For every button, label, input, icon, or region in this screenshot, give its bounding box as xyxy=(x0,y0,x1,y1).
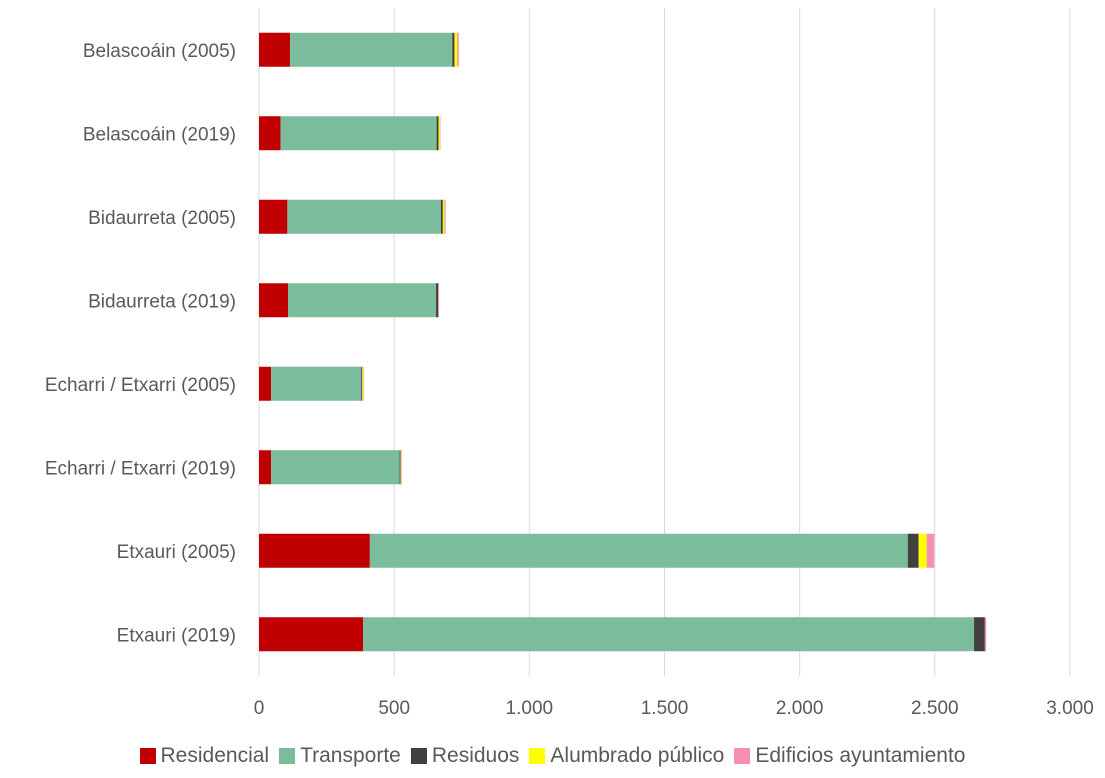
category-label: Etxauri (2005) xyxy=(117,542,236,563)
bar-segment-transporte xyxy=(290,32,453,67)
legend-swatch xyxy=(734,748,751,764)
bar-segment-residuos xyxy=(907,533,919,568)
legend: Residencial Transporte Residuos Alumbrado p… xyxy=(0,744,1105,768)
bar-segment-transporte xyxy=(369,533,908,568)
bar-segment-alumbrado-p-blico xyxy=(362,366,364,401)
x-tick-label: 0 xyxy=(254,698,265,719)
legend-swatch xyxy=(139,748,156,764)
x-tick-label: 2.500 xyxy=(911,698,959,719)
bars xyxy=(259,32,987,652)
bar-segment-residencial xyxy=(259,116,281,151)
bar-segment-edificios-ayuntamiento xyxy=(444,199,446,234)
bar-segment-residuos xyxy=(440,199,443,234)
bar-segment-transporte xyxy=(271,450,400,485)
x-tick-label: 3.000 xyxy=(1046,698,1094,719)
bar-segment-residencial xyxy=(259,32,291,67)
legend-label: Transporte xyxy=(300,744,401,767)
bar-segment-edificios-ayuntamiento xyxy=(401,450,402,485)
bar-segment-transporte xyxy=(288,283,437,318)
bar-segment-residencial xyxy=(259,199,288,234)
category-label: Echarri / Etxarri (2019) xyxy=(45,458,236,479)
bar-segment-transporte xyxy=(363,617,975,652)
gridlines xyxy=(258,8,1071,676)
bar-segment-transporte xyxy=(271,366,362,401)
category-label: Echarri / Etxarri (2005) xyxy=(45,375,236,396)
legend-label: Alumbrado público xyxy=(550,744,725,767)
legend-swatch xyxy=(410,748,427,764)
legend-label: Edificios ayuntamiento xyxy=(755,744,966,767)
legend-swatch xyxy=(279,748,296,764)
bar-segment-edificios-ayuntamiento xyxy=(926,533,935,568)
bar-segment-residencial xyxy=(259,617,364,652)
legend-item: Alumbrado público xyxy=(529,744,724,768)
bar-segment-alumbrado-p-blico xyxy=(442,199,445,234)
x-tick-label: 1.000 xyxy=(506,698,554,719)
bar-segment-residuos xyxy=(361,366,363,401)
category-label: Bidaurreta (2005) xyxy=(88,208,236,229)
category-label: Etxauri (2019) xyxy=(117,625,236,646)
legend-item: Edificios ayuntamiento xyxy=(734,744,965,768)
bar-segment-edificios-ayuntamiento xyxy=(363,366,364,401)
bar-segment-residencial xyxy=(259,283,289,318)
bar-segment-edificios-ayuntamiento xyxy=(984,617,987,652)
bar-segment-residencial xyxy=(259,366,272,401)
bar-segment-residuos xyxy=(452,32,455,67)
bar-segment-residuos xyxy=(436,283,439,318)
legend-label: Residuos xyxy=(431,744,520,767)
category-label: Belascoáin (2019) xyxy=(83,124,236,145)
legend-item: Transporte xyxy=(279,744,401,768)
bar-segment-alumbrado-p-blico xyxy=(400,450,402,485)
bar-segment-transporte xyxy=(287,199,441,234)
bar-segment-edificios-ayuntamiento xyxy=(457,32,459,67)
legend-swatch xyxy=(529,748,546,764)
bar-segment-residencial xyxy=(259,450,272,485)
legend-item: Residuos xyxy=(410,744,520,768)
legend-item: Residencial xyxy=(139,744,270,768)
bar-segment-alumbrado-p-blico xyxy=(918,533,927,568)
category-label: Belascoáin (2005) xyxy=(83,41,236,62)
bar-segment-edificios-ayuntamiento xyxy=(438,283,440,318)
bar-segment-residuos xyxy=(399,450,401,485)
legend-label: Residencial xyxy=(160,744,270,767)
x-tick-label: 2.000 xyxy=(776,698,824,719)
bar-segment-alumbrado-p-blico xyxy=(438,116,440,151)
bar-segment-transporte xyxy=(280,116,437,151)
category-labels: Belascoáin (2005) Belascoáin (2019) Bidaur… xyxy=(45,41,236,647)
bar-segment-residencial xyxy=(259,533,370,568)
bar-segment-edificios-ayuntamiento xyxy=(439,116,441,151)
x-tick-labels: 0 500 1.000 1.500 2.000 2.500 3.000 xyxy=(254,698,1094,719)
bar-segment-residuos xyxy=(974,617,985,652)
x-tick-label: 500 xyxy=(378,698,410,719)
category-label: Bidaurreta (2019) xyxy=(88,291,236,312)
bar-segment-alumbrado-p-blico xyxy=(454,32,458,67)
bar-segment-residuos xyxy=(436,116,439,151)
x-tick-label: 1.500 xyxy=(641,698,689,719)
